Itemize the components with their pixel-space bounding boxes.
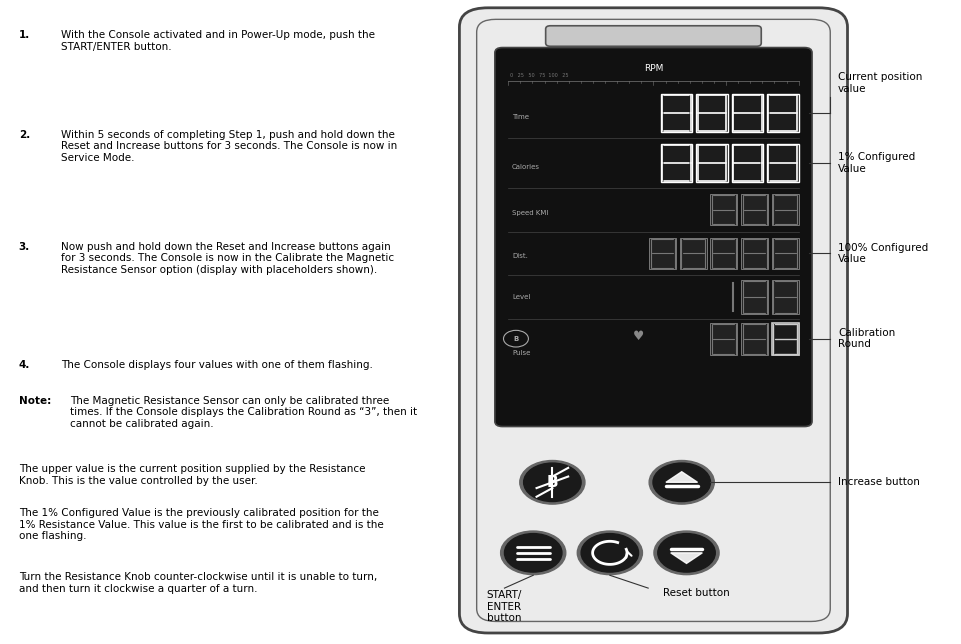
Text: B: B: [547, 475, 558, 490]
Text: The Magnetic Resistance Sensor can only be calibrated three
times. If the Consol: The Magnetic Resistance Sensor can only …: [70, 396, 417, 429]
FancyBboxPatch shape: [767, 144, 799, 182]
Text: The Console displays four values with one of them flashing.: The Console displays four values with on…: [61, 361, 373, 370]
FancyBboxPatch shape: [741, 280, 768, 314]
FancyBboxPatch shape: [710, 194, 737, 225]
Polygon shape: [671, 553, 702, 564]
Text: 2.: 2.: [18, 129, 30, 140]
Circle shape: [581, 534, 639, 572]
Circle shape: [657, 534, 715, 572]
Text: 3.: 3.: [18, 242, 30, 252]
FancyBboxPatch shape: [772, 238, 799, 269]
FancyBboxPatch shape: [772, 194, 799, 225]
FancyBboxPatch shape: [741, 323, 768, 355]
Text: The upper value is the current position supplied by the Resistance
Knob. This is: The upper value is the current position …: [18, 464, 365, 486]
Circle shape: [653, 463, 710, 502]
Circle shape: [653, 531, 719, 574]
Circle shape: [578, 531, 643, 574]
Text: Within 5 seconds of completing Step 1, push and hold down the
Reset and Increase: Within 5 seconds of completing Step 1, p…: [61, 129, 397, 163]
Circle shape: [520, 460, 585, 504]
FancyBboxPatch shape: [546, 26, 761, 46]
FancyBboxPatch shape: [649, 238, 676, 269]
Text: B: B: [513, 336, 519, 342]
Text: 4.: 4.: [18, 361, 30, 370]
FancyBboxPatch shape: [731, 95, 763, 131]
FancyBboxPatch shape: [731, 144, 763, 182]
Text: Speed KMI: Speed KMI: [512, 210, 549, 216]
Circle shape: [524, 463, 581, 502]
Circle shape: [501, 531, 566, 574]
Text: Time: Time: [512, 114, 530, 120]
FancyBboxPatch shape: [696, 95, 727, 131]
Text: Level: Level: [512, 294, 530, 300]
FancyBboxPatch shape: [772, 323, 799, 355]
FancyBboxPatch shape: [696, 144, 727, 182]
Text: START/
ENTER
button: START/ ENTER button: [487, 590, 522, 623]
Text: Pulse: Pulse: [512, 350, 530, 356]
FancyBboxPatch shape: [741, 238, 768, 269]
FancyBboxPatch shape: [459, 8, 848, 633]
Text: Dist.: Dist.: [512, 254, 528, 260]
FancyBboxPatch shape: [660, 95, 692, 131]
Text: ♥: ♥: [632, 330, 644, 343]
FancyBboxPatch shape: [772, 323, 799, 355]
FancyBboxPatch shape: [495, 48, 812, 426]
Text: Increase button: Increase button: [838, 477, 920, 488]
FancyBboxPatch shape: [767, 95, 799, 131]
Text: The 1% Configured Value is the previously calibrated position for the
1% Resista: The 1% Configured Value is the previousl…: [18, 508, 383, 541]
Polygon shape: [666, 471, 698, 482]
FancyBboxPatch shape: [710, 323, 737, 355]
FancyBboxPatch shape: [741, 194, 768, 225]
FancyBboxPatch shape: [772, 280, 799, 314]
Text: Turn the Resistance Knob counter-clockwise until it is unable to turn,
and then : Turn the Resistance Knob counter-clockwi…: [18, 572, 377, 594]
Text: With the Console activated and in Power-Up mode, push the
START/ENTER button.: With the Console activated and in Power-…: [61, 30, 375, 52]
Text: Current position
value: Current position value: [838, 72, 923, 94]
FancyBboxPatch shape: [710, 238, 737, 269]
Text: 100% Configured
Value: 100% Configured Value: [838, 243, 928, 264]
Text: Reset button: Reset button: [662, 588, 729, 598]
Text: Now push and hold down the Reset and Increase buttons again
for 3 seconds. The C: Now push and hold down the Reset and Inc…: [61, 242, 394, 275]
FancyBboxPatch shape: [679, 238, 706, 269]
Text: Calibration
Round: Calibration Round: [838, 328, 895, 350]
Text: 1.: 1.: [18, 30, 30, 40]
Text: 0   25   50   75  100   25: 0 25 50 75 100 25: [510, 73, 569, 78]
FancyBboxPatch shape: [660, 144, 692, 182]
Text: Calories: Calories: [512, 164, 540, 170]
Text: RPM: RPM: [644, 64, 663, 73]
Text: 1% Configured
Value: 1% Configured Value: [838, 152, 915, 174]
Circle shape: [649, 460, 714, 504]
Text: Note:: Note:: [18, 396, 51, 406]
Circle shape: [505, 534, 562, 572]
